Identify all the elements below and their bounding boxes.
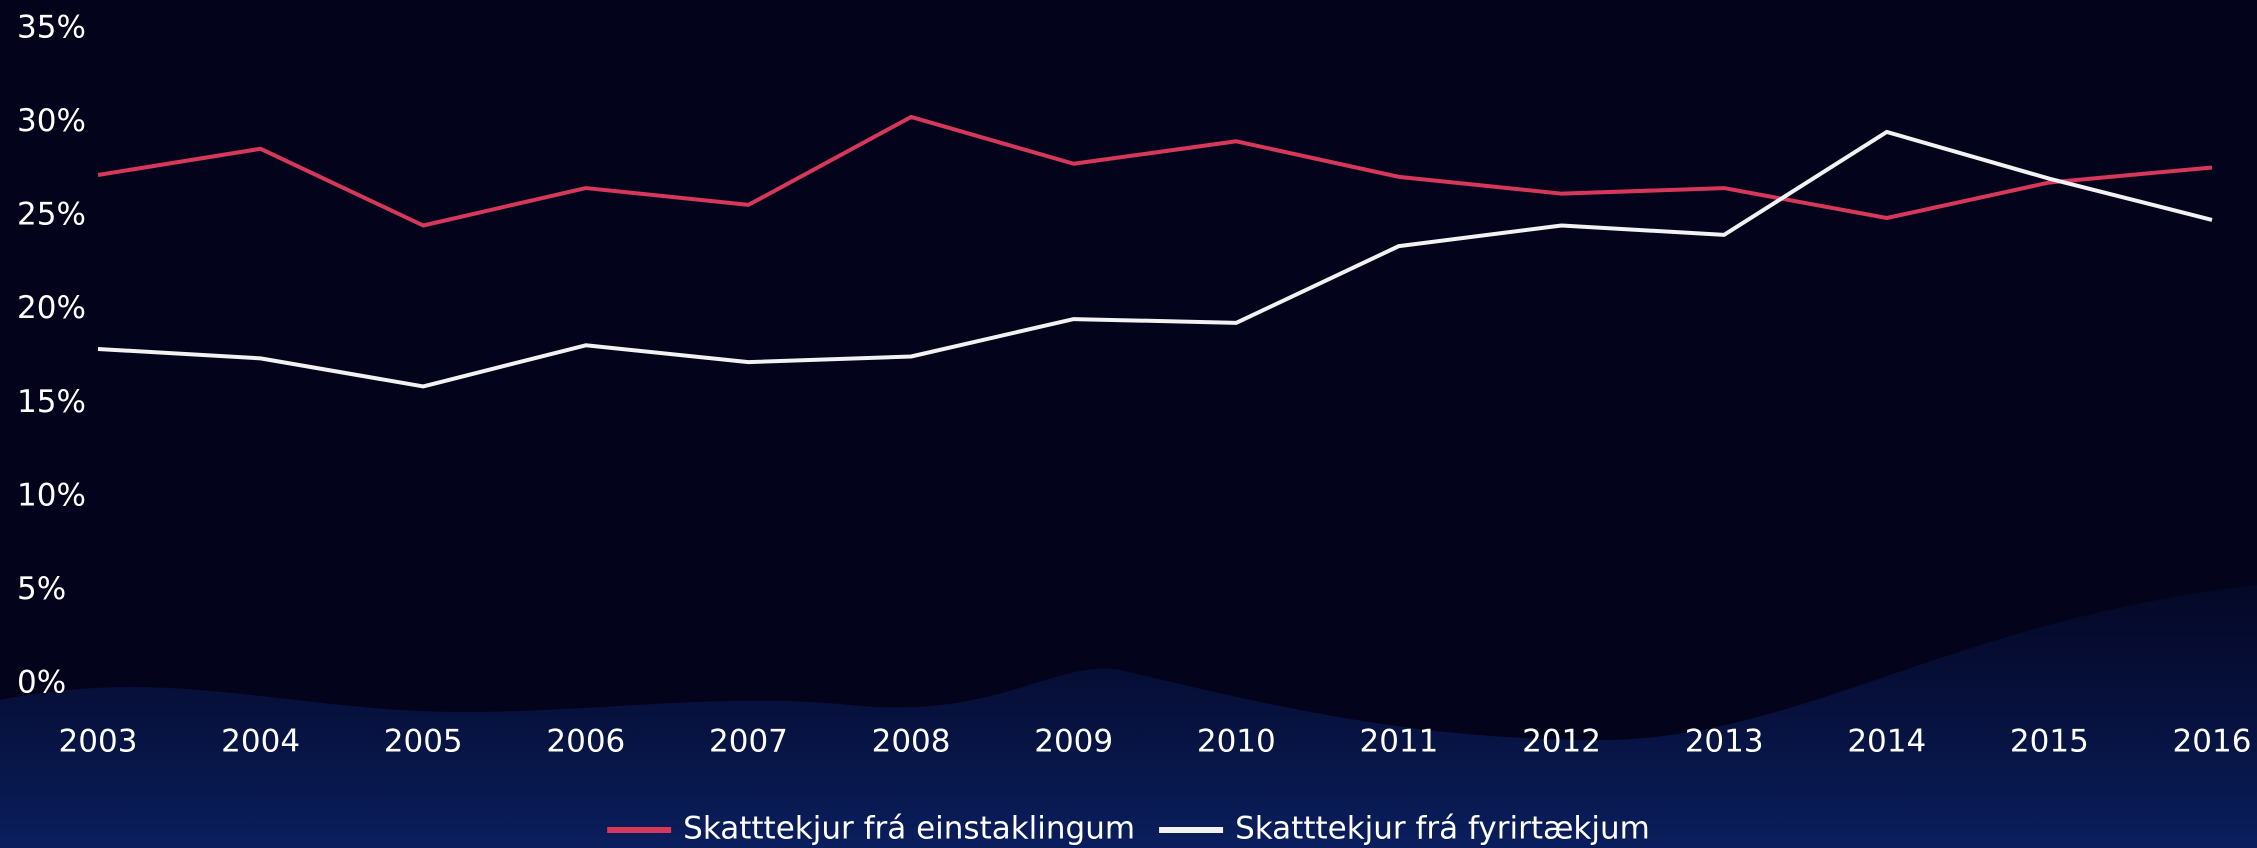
x-tick-label: 2015 [2010, 724, 2089, 760]
series-line [97, 129, 2213, 389]
x-tick-label: 2009 [1034, 724, 1113, 760]
x-tick-label: 2014 [1847, 724, 1926, 760]
y-tick-label: 10% [17, 477, 86, 513]
x-tick-label: 2005 [384, 724, 463, 760]
y-tick-label: 35% [17, 10, 86, 46]
x-tick-label: 2012 [1522, 724, 1601, 760]
legend-label: Skatttekjur frá fyrirtækjum [1235, 811, 1650, 847]
x-tick-label: 2003 [59, 724, 138, 760]
x-tick-label: 2007 [709, 724, 788, 760]
x-tick-label: 2004 [221, 724, 300, 760]
background-wave [0, 585, 2257, 848]
y-tick-label: 15% [17, 384, 86, 420]
x-tick-label: 2008 [872, 724, 951, 760]
y-tick-label: 5% [17, 571, 66, 607]
y-tick-label: 30% [17, 103, 86, 139]
x-tick-label: 2011 [1359, 724, 1438, 760]
legend-label: Skatttekjur frá einstaklingum [683, 811, 1135, 847]
x-tick-label: 2006 [546, 724, 625, 760]
y-tick-label: 25% [17, 197, 86, 233]
y-tick-label: 0% [17, 665, 66, 701]
x-tick-label: 2013 [1685, 724, 1764, 760]
y-tick-label: 20% [17, 290, 86, 326]
series-line [97, 114, 2213, 228]
x-tick-label: 2016 [2173, 724, 2252, 760]
x-tick-label: 2010 [1197, 724, 1276, 760]
